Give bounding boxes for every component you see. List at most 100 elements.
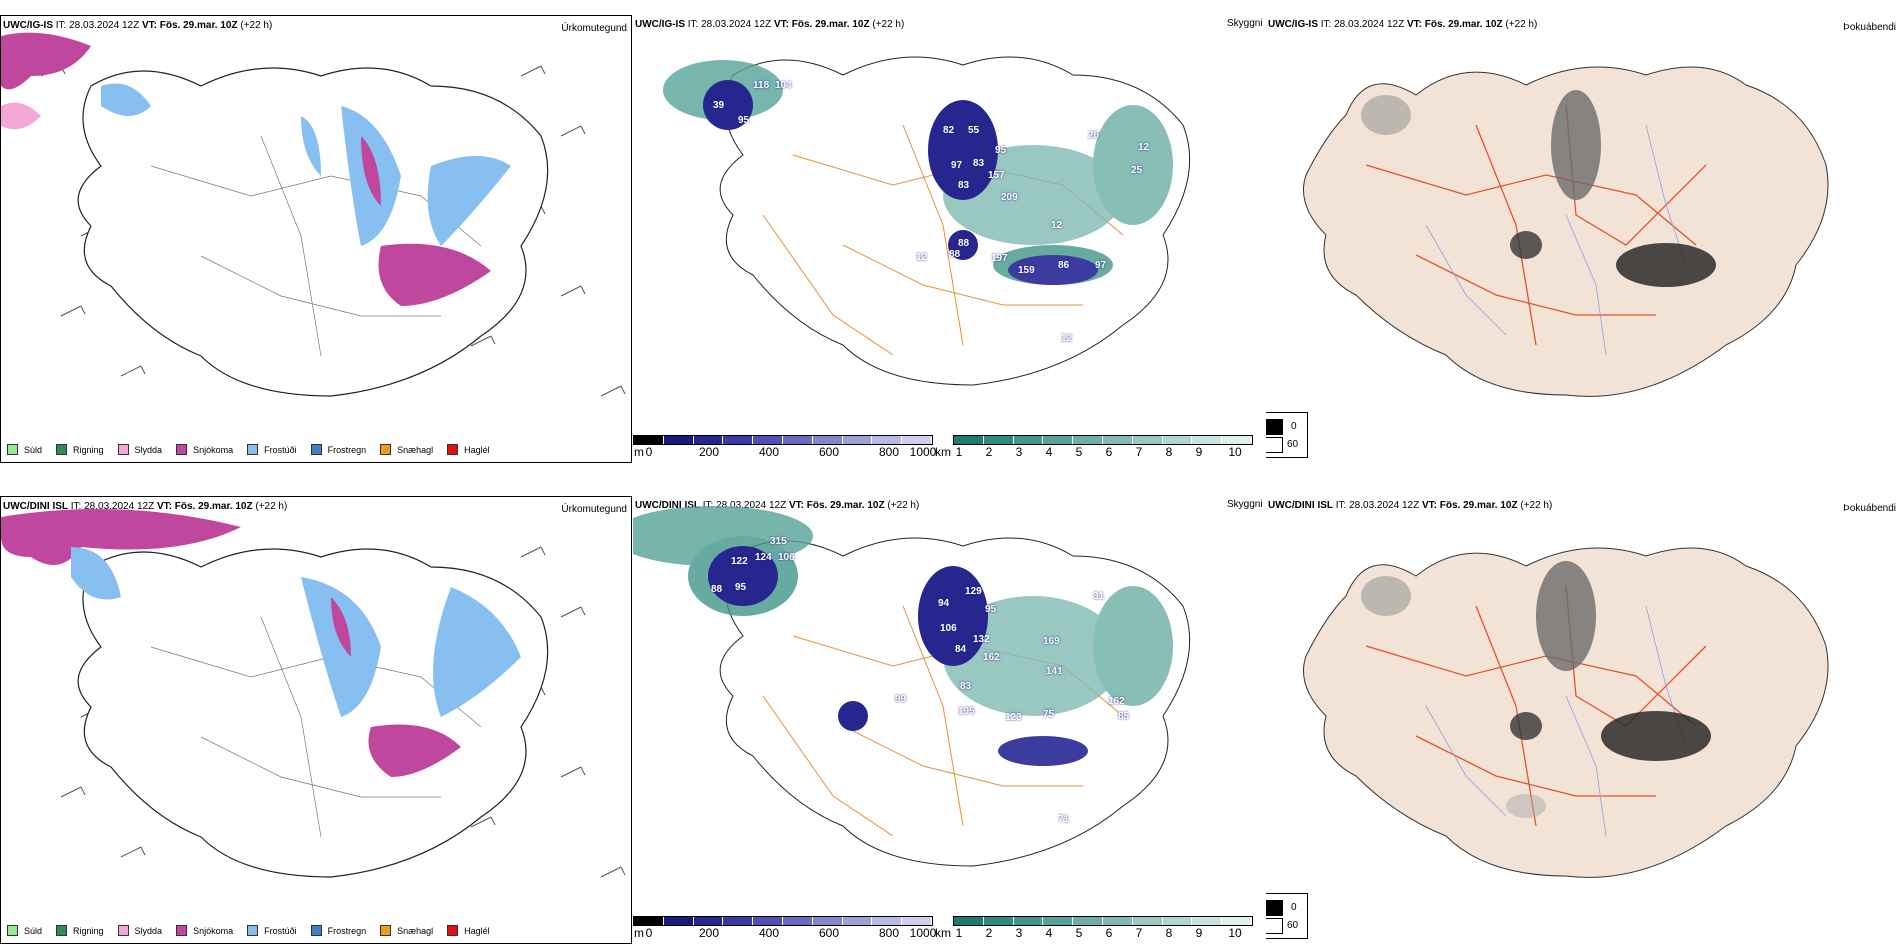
scale-label: 600 <box>818 926 840 940</box>
legend-swatch <box>247 925 259 936</box>
scale-label: 4 <box>1045 926 1053 940</box>
legend-swatch-white <box>1266 918 1283 934</box>
legend-swatch <box>117 925 129 936</box>
ceiling-map <box>663 56 1191 386</box>
ceiling-label: 88 <box>711 584 723 595</box>
scale-label: 3 <box>1015 445 1023 459</box>
ceiling-label: 12 <box>916 252 928 263</box>
ceiling-label: 86 <box>1058 260 1070 271</box>
ceiling-label: 159 <box>1018 265 1035 276</box>
scale-label: 0 <box>645 445 653 459</box>
legend-label: 0 <box>1291 902 1297 913</box>
ceiling-label: 106 <box>940 623 957 634</box>
scale-label: 7 <box>1135 445 1143 459</box>
ceiling-label: 95 <box>985 604 997 615</box>
fog-areas <box>1361 90 1716 287</box>
panel-header: UWC/DINI ISL IT: 28.03.2024 12Z VT: Fös.… <box>1268 500 1553 511</box>
field-name: Skyggni <box>1227 499 1263 510</box>
scale-label: 400 <box>758 926 780 940</box>
legend-swatch <box>310 444 322 455</box>
precip-areas <box>1 32 511 306</box>
scale-label: 2 <box>985 445 993 459</box>
scale-label: 400 <box>758 445 780 459</box>
ceiling-label: 88 <box>958 238 970 249</box>
ceiling-label: 209 <box>1001 192 1018 203</box>
field-name: Þokuábendi <box>1843 22 1896 33</box>
scale-label: 600 <box>818 445 840 459</box>
scale-label: 200 <box>698 445 720 459</box>
visibility-scale: km 1 2 3 4 5 6 7 8 9 10 <box>935 435 1253 459</box>
scale-label: 1 <box>955 926 963 940</box>
ceiling-panel-1: UWC/DINI ISL IT: 28.03.2024 12Z VT: Fös.… <box>633 496 1268 944</box>
ceiling-panel-0: UWC/IG-IS IT: 28.03.2024 12Z VT: Fös. 29… <box>633 15 1268 463</box>
ceiling-label: 83 <box>960 681 972 692</box>
field-name: Þokuábendi <box>1843 503 1896 514</box>
legend-label: 60 <box>1287 439 1299 450</box>
ceiling-label: 12 <box>1051 220 1063 231</box>
legend-swatch <box>7 925 18 936</box>
scale-label: 1000 <box>909 445 937 459</box>
ceiling-label: 104 <box>775 80 792 91</box>
ceiling-label: 95 <box>995 145 1007 156</box>
scale-unit: m <box>634 926 644 940</box>
ceiling-label: 124 <box>755 552 772 563</box>
ceiling-label: 71 <box>1058 814 1070 825</box>
scale-label: 6 <box>1105 926 1113 940</box>
scale-label: 8 <box>1165 926 1173 940</box>
scale-label: 5 <box>1075 445 1083 459</box>
visibility-scale: km 1 2 3 4 5 6 7 8 9 10 <box>935 916 1253 940</box>
panel-header: UWC/DINI ISL IT: 28.03.2024 12Z VT: Fös.… <box>3 501 288 512</box>
ceiling-label: 162 <box>1108 696 1125 707</box>
legend-item: Snjókoma <box>176 444 233 455</box>
panel-header: UWC/IG-IS IT: 28.03.2024 12Z VT: Fös. 29… <box>635 19 905 30</box>
ceiling-label: 12 <box>1061 333 1073 344</box>
ceiling-label: 75 <box>1043 709 1055 720</box>
scale-label: 4 <box>1045 445 1053 459</box>
ceiling-areas <box>703 80 1098 285</box>
panel-header: UWC/IG-IS IT: 28.03.2024 12Z VT: Fös. 29… <box>3 20 273 31</box>
ceiling-label: 162 <box>983 652 1000 663</box>
scale-label: 800 <box>878 926 900 940</box>
ceiling-label: 95 <box>738 115 750 126</box>
legend-swatch <box>176 925 188 936</box>
legend-swatch <box>247 444 259 455</box>
legend-swatch-white <box>1266 437 1283 453</box>
precip-areas <box>1 509 521 777</box>
ceiling-label: 315 <box>770 536 787 547</box>
ceiling-label: 123 <box>1005 712 1022 723</box>
legend-swatch <box>117 444 129 455</box>
legend-item: Súld <box>7 925 42 936</box>
ceiling-label: 97 <box>951 160 963 171</box>
ceiling-label: 95 <box>735 582 747 593</box>
ceiling-label: 129 <box>965 586 982 597</box>
legend-item: Rigning <box>56 444 104 455</box>
ceiling-label: 195 <box>958 706 975 717</box>
panel-header: UWC/DINI ISL IT: 28.03.2024 12Z VT: Fös.… <box>635 500 920 511</box>
fog-map <box>1303 547 1829 878</box>
ceiling-label: 197 <box>991 253 1008 264</box>
scale-cells <box>953 916 1253 926</box>
legend-swatch <box>447 444 459 455</box>
legend-item: Snæhagl <box>380 925 433 936</box>
ceiling-label: 118 <box>753 80 770 91</box>
fog-legend: 0 60 <box>1266 412 1308 458</box>
ceiling-scale: m 0 200 400 600 800 1000 <box>633 435 936 459</box>
fog-areas <box>1361 561 1711 818</box>
ceiling-label: 85 <box>1118 711 1130 722</box>
scale-unit: m <box>634 445 644 459</box>
legend-item: Frostúði <box>247 925 297 936</box>
legend-swatch <box>56 444 68 455</box>
scale-unit: km <box>935 445 951 459</box>
scale-label: 7 <box>1135 926 1143 940</box>
ceiling-label: 169 <box>1043 636 1060 647</box>
precip-map <box>1 509 626 878</box>
scale-label: 10 <box>1228 926 1242 940</box>
legend-item: Rigning <box>56 925 104 936</box>
legend-item: Snjókoma <box>176 925 233 936</box>
legend-swatch <box>447 925 459 936</box>
precip-legend: Súld Rigning Slydda Snjókoma Frostúði Fr… <box>7 444 498 455</box>
precip-map <box>1 32 626 397</box>
field-name: Úrkomutegund <box>561 504 627 515</box>
field-name: Skyggni <box>1227 18 1263 29</box>
scale-label: 6 <box>1105 445 1113 459</box>
